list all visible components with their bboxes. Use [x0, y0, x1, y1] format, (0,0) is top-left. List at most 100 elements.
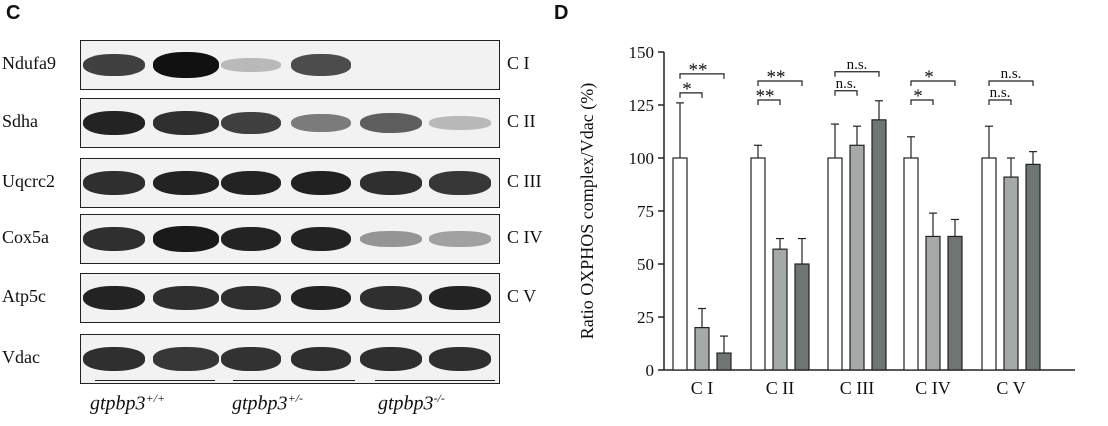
y-axis-label: Ratio OXPHOS complex/Vdac (%)	[577, 83, 598, 339]
blot-band	[221, 58, 281, 72]
significance-label: **	[756, 86, 775, 107]
blot-band	[360, 286, 422, 310]
bar	[849, 144, 865, 371]
complex-label: C I	[507, 53, 530, 73]
blot-strip	[80, 214, 500, 264]
significance-label: **	[689, 60, 708, 81]
y-tick-label: 100	[629, 149, 655, 168]
blot-band	[83, 110, 145, 136]
bar	[871, 119, 887, 371]
protein-label: Atp5c	[2, 286, 46, 306]
blot-band	[153, 226, 219, 252]
blot-band	[291, 113, 351, 133]
panel-d-letter: D	[554, 2, 569, 24]
blot-band	[153, 286, 219, 310]
significance-bracket	[834, 90, 858, 96]
blot-band	[221, 286, 281, 310]
significance-label: **	[767, 67, 786, 88]
bar	[672, 157, 688, 371]
blot-band	[83, 227, 145, 251]
bar	[1003, 176, 1019, 371]
blot-strip	[80, 158, 500, 208]
blot-band	[153, 170, 219, 196]
significance-bracket	[679, 73, 725, 79]
blot-band	[291, 54, 351, 76]
significance-label: *	[924, 67, 934, 88]
y-tick-label: 125	[629, 96, 655, 115]
bar	[694, 327, 710, 371]
genotype-group-line-2	[233, 380, 355, 381]
blot-band	[429, 347, 491, 371]
protein-label: Uqcrc2	[2, 171, 55, 191]
y-tick-label: 150	[629, 43, 655, 62]
blot-band	[83, 285, 145, 311]
y-tick-label: 25	[637, 308, 654, 327]
complex-label: C II	[507, 111, 536, 131]
significance-bracket	[910, 80, 956, 86]
protein-label: Sdha	[2, 111, 38, 131]
significance-bracket	[988, 99, 1012, 105]
genotype-label-het: gtpbp3+/-	[232, 391, 303, 415]
blot-band	[360, 230, 422, 248]
panel-c-letter: C	[6, 2, 21, 24]
significance-label: n.s.	[847, 57, 868, 73]
bar	[827, 157, 843, 371]
genotype-label-ko: gtpbp3-/-	[378, 391, 445, 415]
bar	[794, 263, 810, 371]
bar	[925, 235, 941, 371]
blot-band	[83, 347, 145, 371]
bar	[750, 157, 766, 371]
significance-bracket	[988, 80, 1034, 86]
x-tick-label: C IV	[915, 378, 951, 398]
significance-bracket	[679, 92, 703, 98]
blot-band	[83, 171, 145, 195]
bar	[981, 157, 997, 371]
y-tick-label: 75	[637, 202, 654, 221]
blot-band	[153, 52, 219, 78]
bar	[772, 248, 788, 371]
blot-band	[429, 116, 491, 130]
blot-band	[83, 53, 145, 77]
significance-label: n.s.	[836, 76, 857, 92]
genotype-group-line-1	[95, 380, 215, 381]
x-tick-label: C V	[996, 378, 1025, 398]
complex-label: C V	[507, 286, 537, 306]
complex-label: C III	[507, 171, 542, 191]
blot-band	[221, 226, 281, 252]
significance-label: n.s.	[1001, 66, 1022, 82]
blot-band	[360, 347, 422, 371]
y-tick-label: 0	[646, 361, 655, 380]
blot-band	[291, 170, 351, 196]
x-tick-label: C III	[840, 378, 875, 398]
bar	[716, 352, 732, 371]
protein-label: Cox5a	[2, 227, 49, 247]
blot-band	[291, 347, 351, 371]
significance-label: *	[913, 86, 923, 107]
significance-bracket	[757, 99, 781, 105]
complex-label: C IV	[507, 227, 543, 247]
blot-band	[291, 285, 351, 311]
genotype-label-wt: gtpbp3+/+	[90, 391, 166, 415]
significance-bracket	[910, 99, 934, 105]
blot-strip	[80, 40, 500, 90]
protein-label: Ndufa9	[2, 53, 56, 73]
x-tick-label: C I	[691, 378, 714, 398]
blot-band	[221, 170, 281, 196]
blot-band	[429, 171, 491, 195]
significance-bracket	[834, 71, 880, 77]
bar-chart: 0 25 50 75 100 125 150 Ratio OXPHOS complex/Vda…	[577, 43, 1075, 398]
blot-band	[429, 285, 491, 311]
bar	[1025, 163, 1041, 371]
blot-band	[429, 231, 491, 247]
blot-band	[221, 347, 281, 371]
significance-label: n.s.	[990, 85, 1011, 101]
blot-strip	[80, 98, 500, 148]
x-tick-label: C II	[766, 378, 795, 398]
blot-strip	[80, 334, 500, 384]
bar	[903, 157, 919, 371]
significance-label: *	[682, 79, 692, 100]
y-tick-label: 50	[637, 255, 654, 274]
genotype-group-line-3	[375, 380, 495, 381]
protein-label: Vdac	[2, 347, 40, 367]
